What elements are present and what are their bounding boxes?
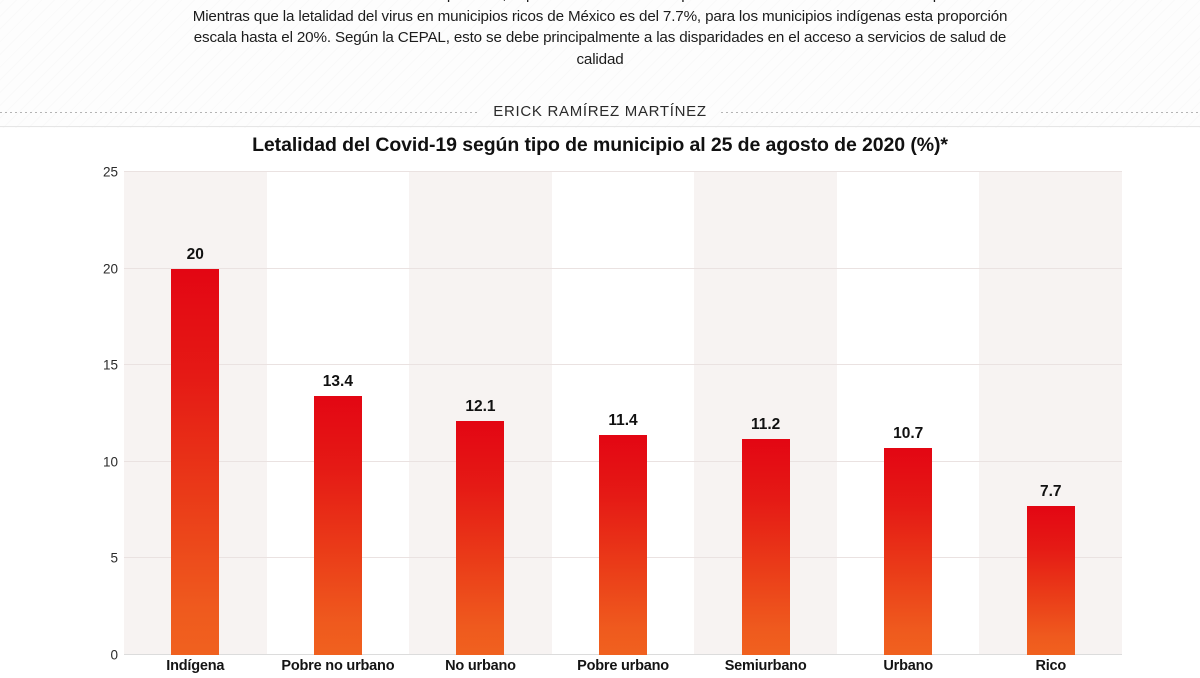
byline-author: ERICK RAMÍREZ MARTÍNEZ <box>493 102 707 120</box>
gridline <box>124 267 1122 269</box>
bar-value-label: 12.1 <box>465 398 496 416</box>
x-axis: Indígena Pobre no urbano No urbano Pobre ur… <box>124 658 1122 678</box>
bar[interactable]: 7.7 <box>1026 483 1075 655</box>
bar-value-label: 7.7 <box>1039 483 1062 501</box>
bar[interactable]: 13.4 <box>313 373 362 655</box>
bar-cell: 20 <box>124 172 267 655</box>
x-axis-label: Rico <box>1035 658 1067 674</box>
y-axis-tick: 0 <box>110 647 118 663</box>
bar-cell: 7.7 <box>979 172 1122 655</box>
bar[interactable]: 10.7 <box>884 425 933 655</box>
bar-value-label: 13.4 <box>322 373 353 391</box>
bar-cell: 11.2 <box>694 172 837 655</box>
bar[interactable]: 20 <box>171 246 220 655</box>
bar-value-label: 11.2 <box>750 415 781 433</box>
article-intro: De acuerdo con los datos oficiales dispo… <box>192 0 1008 68</box>
x-axis-label: Pobre no urbano <box>281 658 395 674</box>
y-axis-tick: 5 <box>110 550 118 566</box>
gridline <box>124 171 1122 172</box>
bar-cell: 13.4 <box>267 172 410 655</box>
plot-area: 20 13.4 12.1 11.4 11.2 10.7 7.7 <box>124 171 1123 655</box>
bar-value-label: 20 <box>186 245 204 263</box>
x-axis-label: Urbano <box>883 658 933 674</box>
byline-divider-left <box>0 111 480 113</box>
y-axis-tick: 25 <box>102 164 118 180</box>
x-axis-label: Indígena <box>166 658 225 674</box>
x-axis-label: Pobre urbano <box>577 658 669 674</box>
bar-cell: 11.4 <box>552 172 695 655</box>
x-axis-label: Semiurbano <box>724 658 807 674</box>
bar-cell: 12.1 <box>409 172 552 655</box>
bar-value-label: 10.7 <box>893 425 924 443</box>
y-axis-tick: 20 <box>102 261 118 277</box>
y-axis-tick: 10 <box>102 454 118 470</box>
bar[interactable]: 11.4 <box>599 412 648 655</box>
x-axis-label: No urbano <box>445 658 516 674</box>
article-header: De acuerdo con los datos oficiales dispo… <box>0 0 1200 128</box>
byline-divider-right <box>720 111 1200 113</box>
gridline <box>124 364 1122 366</box>
bar[interactable]: 11.2 <box>741 416 790 655</box>
bar-value-label: 11.4 <box>608 411 638 429</box>
bar-series: 20 13.4 12.1 11.4 11.2 10.7 7.7 <box>124 172 1122 655</box>
bar-cell: 10.7 <box>837 172 980 655</box>
byline: ERICK RAMÍREZ MARTÍNEZ <box>0 98 1200 124</box>
bar[interactable]: 12.1 <box>456 398 505 655</box>
chart-title: Letalidad del Covid-19 según tipo de mun… <box>252 134 948 156</box>
header-divider <box>0 126 1200 127</box>
y-axis-tick: 15 <box>102 357 118 373</box>
y-axis: 25 20 15 10 5 0 <box>78 165 118 663</box>
